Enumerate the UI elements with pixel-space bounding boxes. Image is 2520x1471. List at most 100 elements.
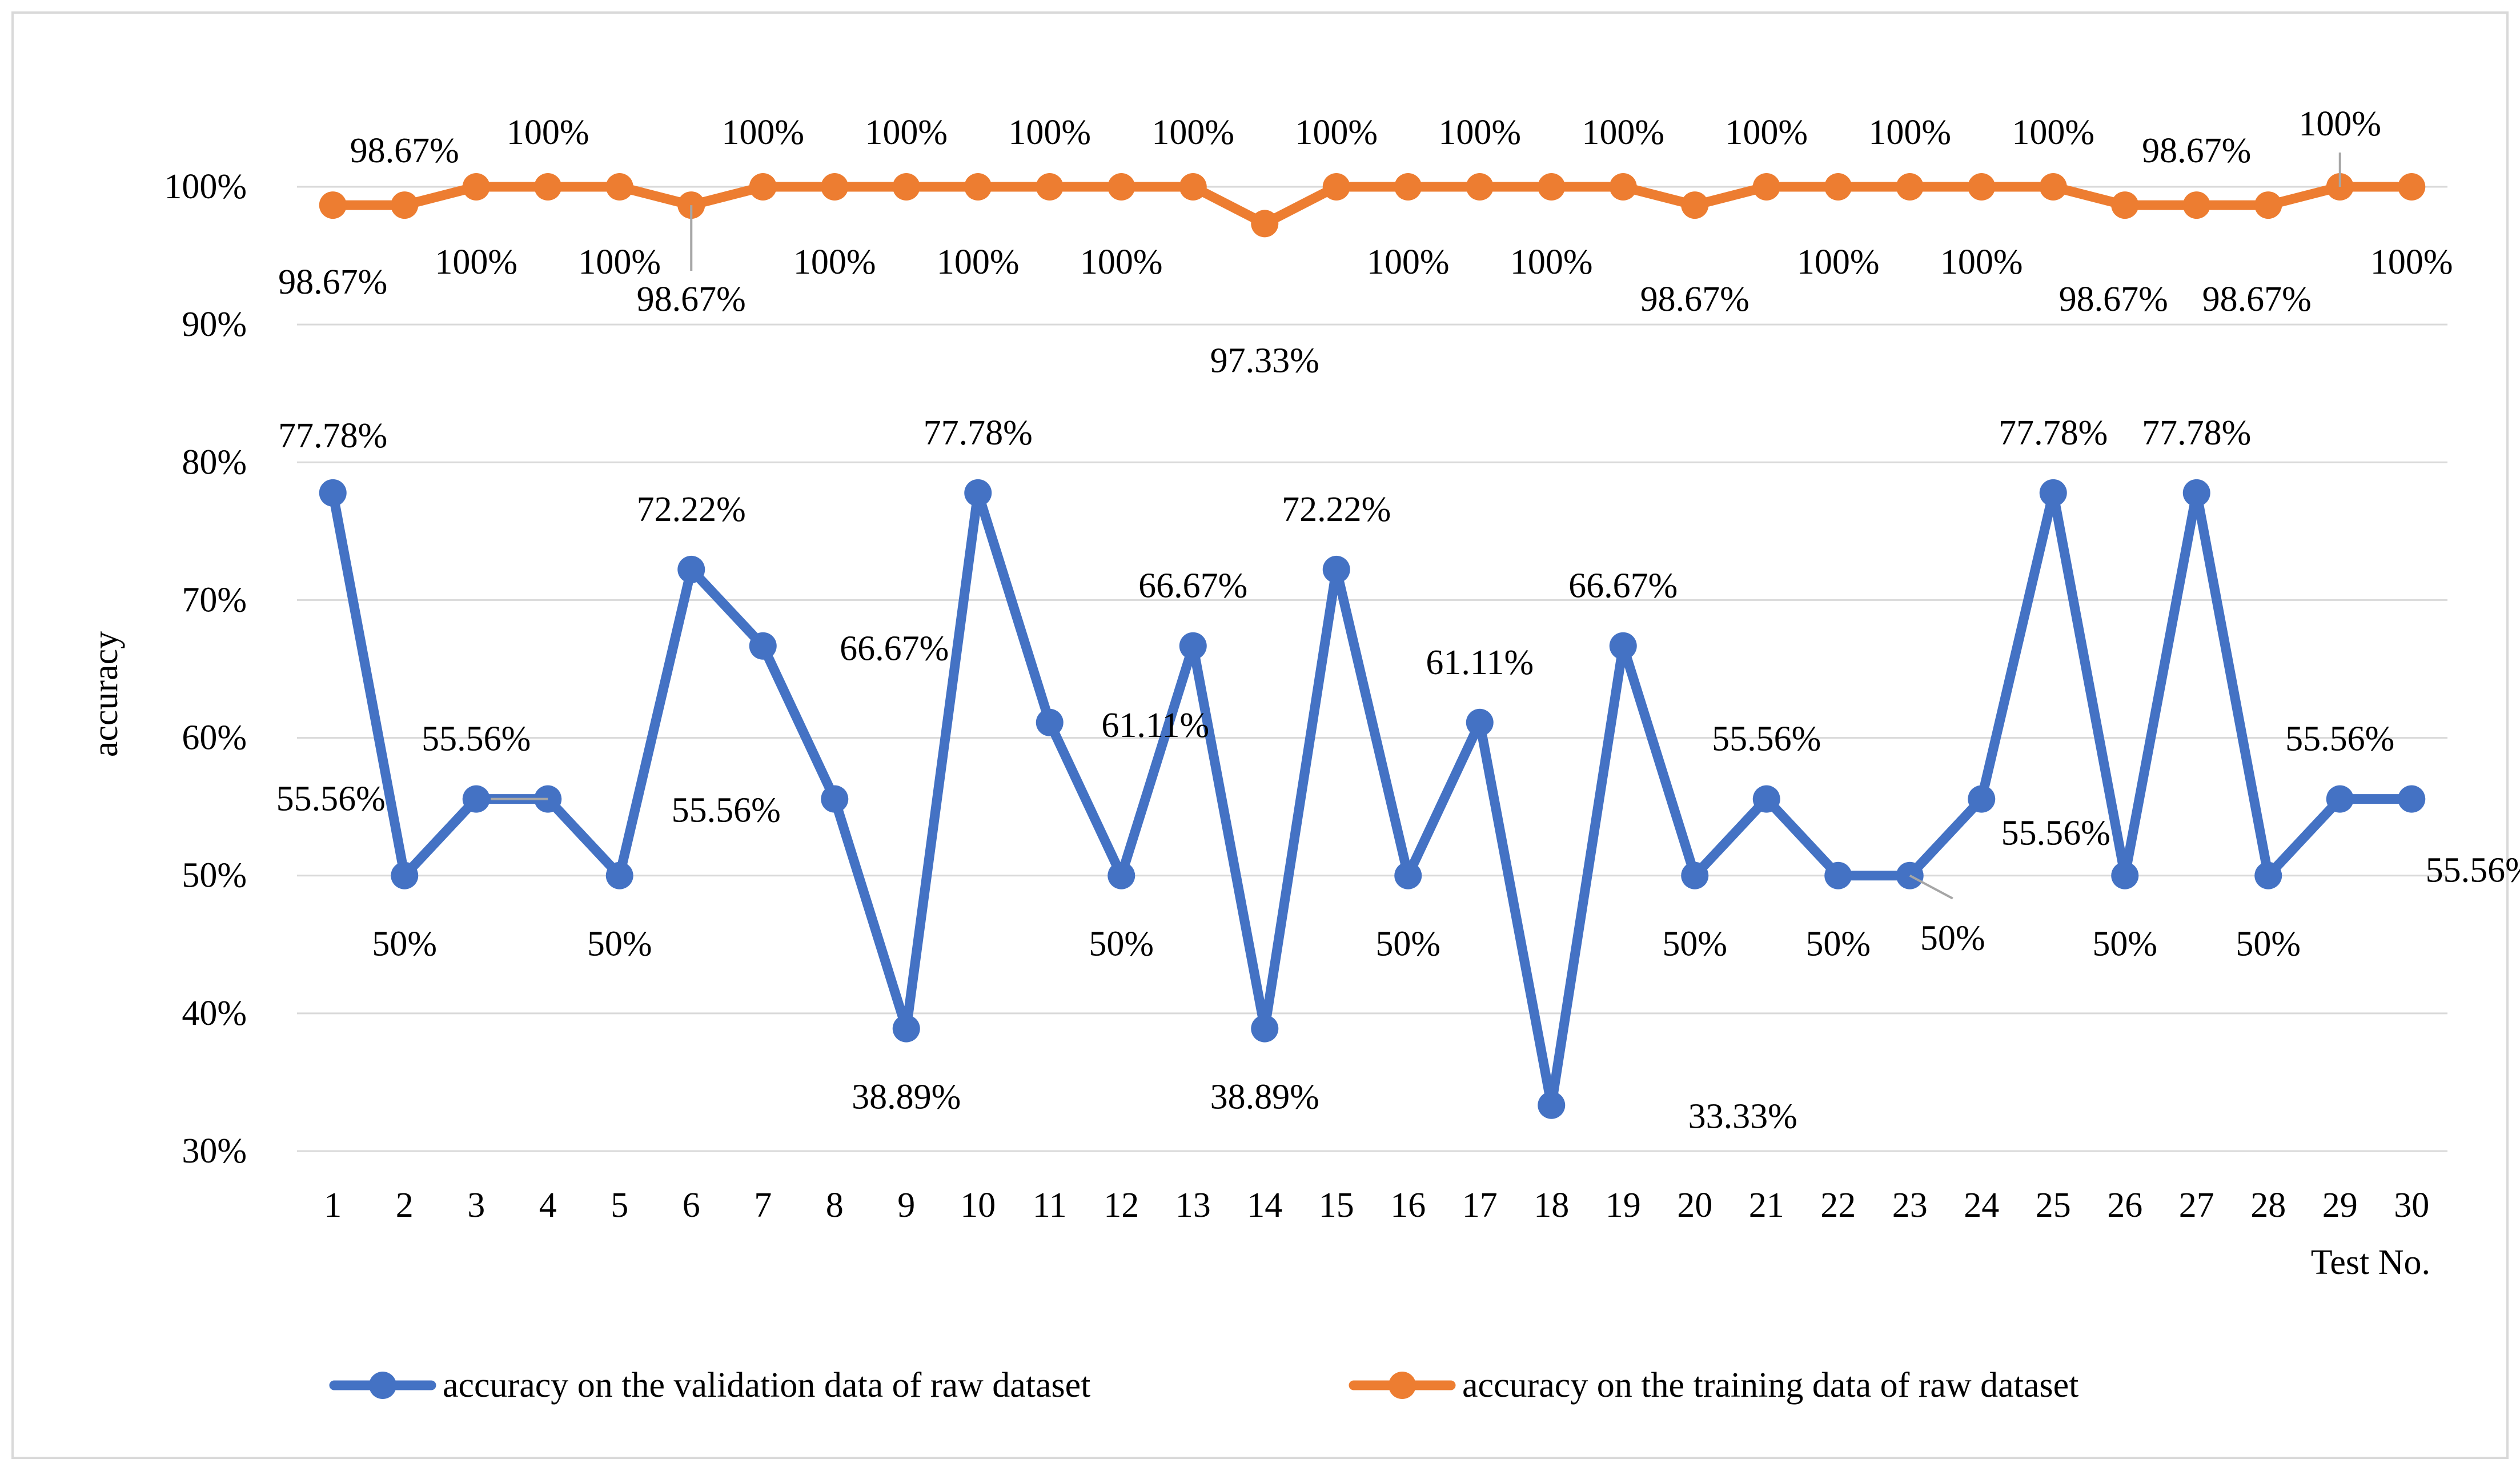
data-point	[1107, 861, 1135, 889]
data-point	[1179, 632, 1207, 660]
data-label: 50%	[587, 925, 652, 964]
data-point	[1538, 1091, 1566, 1119]
data-label: 100%	[1008, 113, 1091, 152]
series-lines	[319, 173, 2426, 1119]
data-point	[2182, 479, 2210, 507]
data-point	[1251, 210, 1279, 238]
x-axis-title: Test No.	[2311, 1243, 2430, 1282]
x-tick-label: 26	[2107, 1186, 2142, 1225]
data-label: 50%	[1662, 925, 1727, 964]
x-tick-label: 11	[1033, 1186, 1067, 1225]
x-tick-label: 20	[1677, 1186, 1712, 1225]
data-point	[391, 191, 419, 219]
data-point	[892, 173, 920, 201]
legend-swatch-marker	[1389, 1372, 1416, 1399]
data-point	[1179, 173, 1207, 201]
data-label: 98.67%	[1640, 280, 1749, 319]
data-label: 100%	[865, 113, 948, 152]
x-tick-label: 3	[467, 1186, 485, 1225]
data-point	[1609, 632, 1637, 660]
x-tick-label: 27	[2179, 1186, 2214, 1225]
data-point	[2398, 173, 2426, 201]
legend-label: accuracy on the validation data of raw d…	[443, 1366, 1090, 1405]
data-label: 100%	[2298, 105, 2381, 143]
data-point	[1609, 173, 1637, 201]
data-label: 61.11%	[1101, 706, 1209, 745]
data-point	[462, 173, 490, 201]
y-tick-label: 30%	[182, 1132, 247, 1171]
data-label: 98.67%	[2059, 280, 2168, 319]
data-label: 50%	[372, 925, 437, 964]
data-point	[1968, 785, 1996, 813]
data-point	[1322, 555, 1350, 583]
legend-swatch-marker	[369, 1372, 396, 1399]
data-point	[319, 191, 347, 219]
x-tick-label: 10	[960, 1186, 996, 1225]
y-axis-ticks: 30% 40% 50% 60% 70% 80% 90% 100%	[164, 167, 247, 1171]
data-label: 100%	[578, 243, 661, 282]
data-point	[2326, 785, 2354, 813]
x-tick-label: 9	[897, 1186, 915, 1225]
data-label: 100%	[2012, 113, 2094, 152]
y-axis-title: accuracy	[86, 631, 125, 757]
data-label: 72.22%	[637, 490, 746, 529]
data-label: 100%	[1510, 243, 1593, 282]
data-point	[319, 479, 347, 507]
data-label: 33.33%	[1688, 1097, 1797, 1136]
data-label: 66.67%	[840, 630, 949, 668]
data-point	[1824, 861, 1852, 889]
x-tick-label: 6	[683, 1186, 700, 1225]
chart-border	[11, 11, 2509, 1459]
data-point	[1394, 173, 1422, 201]
data-label: 98.67%	[2142, 131, 2251, 170]
data-label: 100%	[937, 243, 1020, 282]
x-tick-label: 8	[826, 1186, 844, 1225]
data-label: 66.67%	[1138, 567, 1247, 606]
gridlines	[297, 186, 2447, 1152]
data-label: 100%	[1438, 113, 1521, 152]
x-tick-label: 4	[539, 1186, 557, 1225]
data-label: 100%	[1080, 243, 1163, 282]
data-point	[2254, 191, 2282, 219]
data-label: 50%	[2236, 925, 2301, 964]
x-tick-label: 1	[324, 1186, 342, 1225]
data-label: 38.89%	[1210, 1078, 1319, 1117]
data-label: 100%	[1151, 113, 1234, 152]
x-tick-label: 29	[2322, 1186, 2358, 1225]
y-tick-label: 80%	[182, 443, 247, 482]
data-point	[1107, 173, 1135, 201]
data-label: 55.56%	[2426, 851, 2520, 890]
data-label: 77.78%	[2142, 414, 2251, 452]
data-label: 77.78%	[1999, 414, 2108, 452]
data-point	[1968, 173, 1996, 201]
data-point	[821, 173, 849, 201]
data-point	[1752, 173, 1780, 201]
x-tick-label: 19	[1606, 1186, 1641, 1225]
data-label: 100%	[1582, 113, 1664, 152]
data-label: 100%	[435, 243, 517, 282]
data-label: 98.67%	[637, 280, 746, 319]
data-point	[605, 173, 633, 201]
data-label: 55.56%	[422, 720, 531, 759]
data-label: 98.67%	[278, 263, 387, 302]
data-point	[2111, 861, 2139, 889]
leader-line	[1909, 874, 1953, 900]
data-label: 97.33%	[1210, 341, 1319, 380]
data-label: 50%	[1375, 925, 1440, 964]
data-point	[1466, 708, 1494, 736]
data-label: 100%	[1725, 113, 1808, 152]
data-point	[2254, 861, 2282, 889]
data-point	[1466, 173, 1494, 201]
y-tick-label: 60%	[182, 719, 247, 757]
data-label: 77.78%	[924, 414, 1033, 452]
x-tick-label: 17	[1462, 1186, 1498, 1225]
data-label: 50%	[1089, 925, 1154, 964]
y-tick-label: 40%	[182, 994, 247, 1033]
x-tick-label: 5	[611, 1186, 628, 1225]
data-point	[749, 632, 777, 660]
data-point	[1681, 191, 1709, 219]
data-point	[1251, 1015, 1279, 1043]
data-label: 50%	[1920, 919, 1985, 958]
data-point	[605, 861, 633, 889]
data-label: 50%	[2092, 925, 2157, 964]
